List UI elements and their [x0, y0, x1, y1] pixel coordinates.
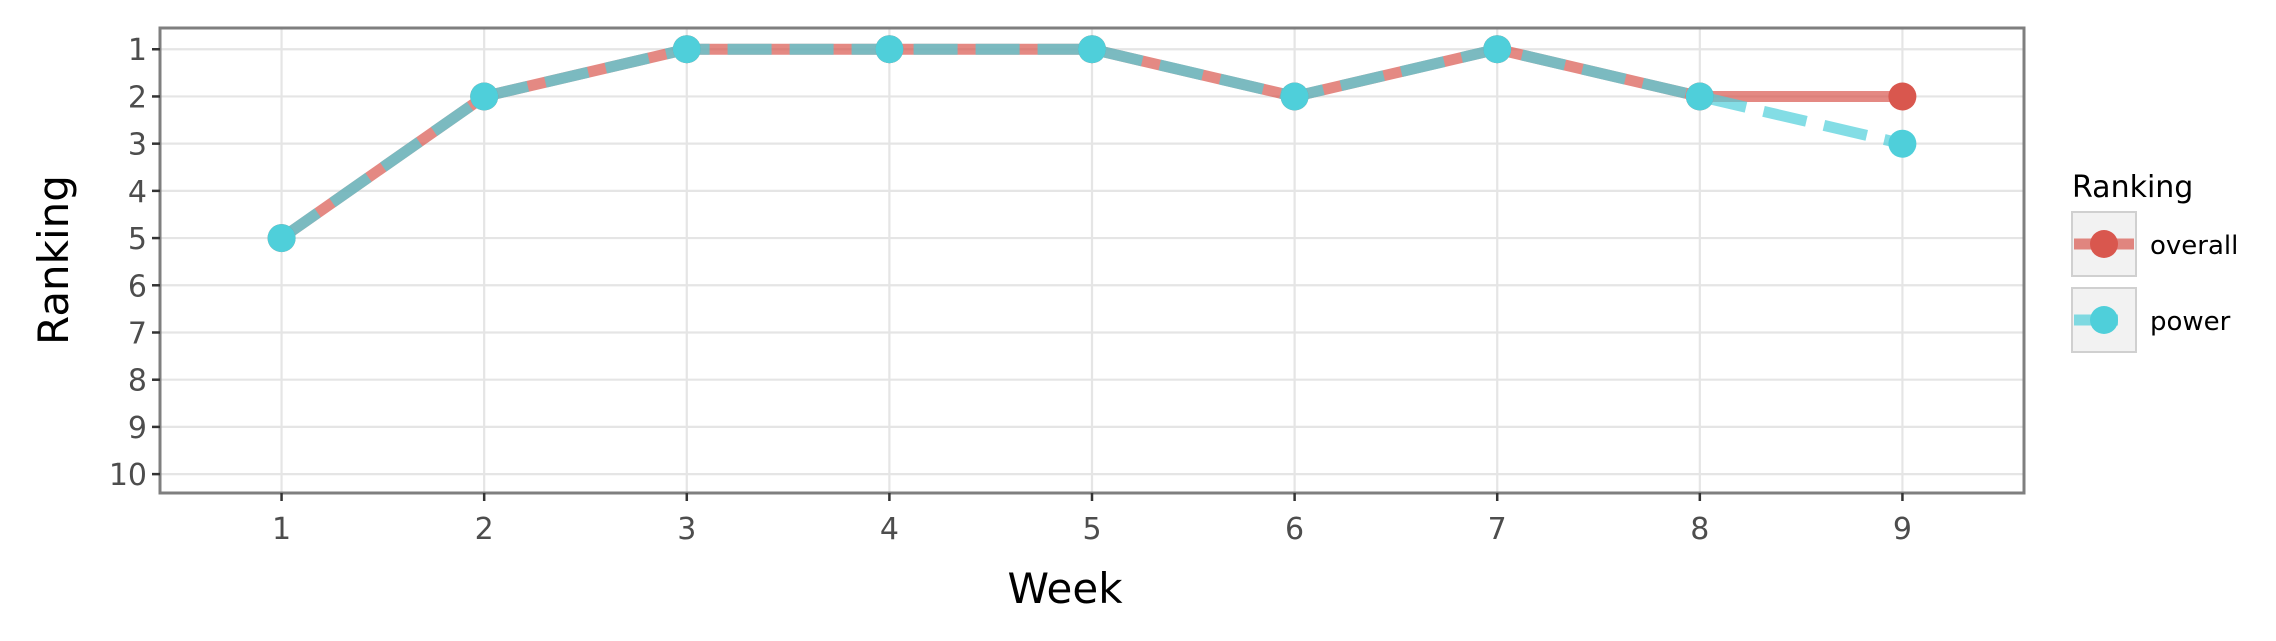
point-power-week-5: [1078, 35, 1106, 64]
legend-title: Ranking: [2072, 170, 2193, 205]
x-tick-label: 8: [1690, 512, 1709, 547]
point-power-week-3: [672, 35, 701, 64]
x-tick-label: 3: [677, 512, 696, 547]
x-axis-ticks: 1 2 3 4 5 6 7 8 9: [272, 493, 1912, 547]
x-axis-title: Week: [1007, 564, 1123, 613]
y-axis-title: Ranking: [29, 175, 78, 345]
x-tick-label: 4: [880, 512, 899, 547]
x-tick-label: 7: [1488, 512, 1507, 547]
point-power-week-8: [1685, 82, 1714, 111]
point-power-week-1: [267, 224, 296, 253]
x-tick-label: 1: [272, 512, 291, 547]
point-power-week-9: [1888, 129, 1917, 158]
point-power-week-4: [875, 35, 904, 64]
y-tick-label: 8: [128, 364, 147, 399]
point-power-week-6: [1280, 82, 1309, 111]
legend-key-point-power: [2090, 306, 2118, 334]
legend-label-overall: overall: [2150, 231, 2238, 261]
x-tick-label: 5: [1082, 512, 1101, 547]
point-power-week-2: [470, 82, 499, 111]
point-power-week-7: [1483, 35, 1512, 64]
legend-label-power: power: [2150, 307, 2231, 337]
legend-key-point-overall: [2090, 230, 2118, 258]
x-tick-label: 6: [1285, 512, 1304, 547]
y-tick-label: 1: [128, 33, 147, 68]
y-tick-label: 4: [128, 175, 147, 210]
y-tick-label: 5: [128, 222, 147, 257]
legend: Ranking overall power: [2071, 170, 2238, 353]
point-overall-week-9: [1888, 82, 1917, 111]
y-tick-label: 3: [128, 128, 147, 163]
y-tick-label: 9: [128, 411, 147, 446]
y-tick-label: 6: [128, 269, 147, 304]
y-tick-label: 2: [128, 80, 147, 115]
y-axis-ticks: 1 2 3 4 5 6 7 8 9 10: [109, 33, 160, 493]
series-line-power: [278, 43, 1904, 243]
series-points: [267, 35, 1917, 253]
y-tick-label: 10: [109, 458, 147, 493]
y-tick-label: 7: [128, 316, 147, 351]
x-tick-label: 9: [1893, 512, 1912, 547]
x-tick-label: 2: [475, 512, 494, 547]
